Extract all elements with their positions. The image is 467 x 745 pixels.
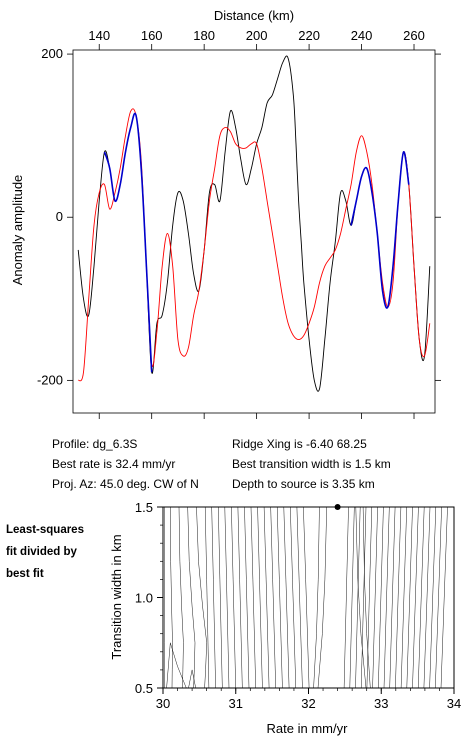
top-x-tick-label: 180 bbox=[193, 28, 215, 43]
contour-line bbox=[355, 506, 361, 689]
top-plot-frame bbox=[72, 49, 436, 414]
contour-line bbox=[237, 506, 243, 689]
top-y-axis-label: Anomaly amplitude bbox=[10, 175, 25, 286]
contour-line bbox=[317, 506, 327, 689]
contour-line bbox=[360, 506, 367, 689]
top-x-tick-label: 220 bbox=[298, 28, 320, 43]
side-note-line-2: fit divided by bbox=[6, 546, 77, 558]
top-x-tick-label: 240 bbox=[351, 28, 373, 43]
fit-window-line bbox=[103, 112, 153, 373]
contour-line bbox=[188, 669, 196, 689]
info-best-rate: Best rate is 32.4 mm/yr bbox=[52, 457, 176, 471]
top-x-axis-label: Distance (km) bbox=[214, 8, 294, 23]
bottom-chart: Rate in mm/yr Transition width in km 30 3… bbox=[109, 500, 461, 736]
contour-line bbox=[187, 506, 196, 689]
contour-line bbox=[395, 506, 402, 689]
top-y-ticks: 200 0 -200 bbox=[37, 46, 441, 387]
contour-line bbox=[290, 506, 297, 689]
contour-line bbox=[423, 506, 431, 689]
info-depth: Depth to source is 3.35 km bbox=[232, 477, 375, 491]
bottom-plot-frame bbox=[162, 506, 455, 689]
contour-line bbox=[204, 506, 210, 689]
contour-line bbox=[435, 506, 442, 689]
contour-line bbox=[349, 506, 355, 689]
contour-line bbox=[211, 506, 216, 689]
bottom-y-axis-label: Transition width in km bbox=[109, 534, 124, 659]
bottom-x-ticks: 30 31 32 33 34 bbox=[156, 688, 461, 711]
contour-line bbox=[366, 506, 373, 689]
bottom-x-tick-label: 31 bbox=[229, 696, 243, 711]
info-profile: Profile: dg_6.3S bbox=[52, 437, 138, 451]
contour-line bbox=[276, 506, 283, 689]
contour-line bbox=[218, 506, 223, 689]
top-y-tick-label: 0 bbox=[56, 209, 63, 224]
top-x-ticks: 140 160 180 200 220 240 260 bbox=[88, 28, 425, 419]
bottom-x-tick-label: 33 bbox=[374, 696, 388, 711]
top-x-tick-label: 160 bbox=[141, 28, 163, 43]
contour-lines bbox=[164, 506, 448, 689]
contour-line bbox=[196, 506, 207, 689]
bottom-x-tick-label: 30 bbox=[156, 696, 170, 711]
best-fit-point bbox=[334, 504, 341, 510]
contour-line bbox=[383, 506, 390, 689]
contour-line bbox=[303, 506, 310, 689]
side-note-line-3: best fit bbox=[6, 568, 44, 580]
observed-anomaly-line bbox=[77, 55, 431, 392]
bottom-y-tick-label: 1.0 bbox=[135, 591, 153, 606]
contour-line bbox=[224, 506, 230, 689]
contour-line bbox=[263, 506, 270, 689]
model-anomaly-line bbox=[77, 108, 431, 382]
bottom-x-tick-label: 34 bbox=[447, 696, 461, 711]
contour-line bbox=[406, 506, 413, 689]
contour-line bbox=[417, 506, 425, 689]
bottom-y-tick-label: 1.5 bbox=[135, 500, 153, 515]
contour-line bbox=[244, 506, 250, 689]
info-proj-az: Proj. Az: 45.0 deg. CW of N bbox=[52, 477, 199, 491]
contour-line bbox=[362, 506, 371, 689]
contour-line bbox=[412, 506, 419, 689]
contour-line bbox=[170, 506, 173, 689]
bottom-y-ticks: 1.5 1.0 0.5 bbox=[135, 500, 163, 696]
top-x-tick-label: 140 bbox=[88, 28, 110, 43]
top-series-group bbox=[77, 55, 431, 392]
fit-window-line bbox=[350, 151, 410, 309]
contour-line bbox=[389, 506, 396, 689]
info-transition-width: Best transition width is 1.5 km bbox=[232, 457, 391, 471]
contour-line bbox=[270, 506, 276, 689]
contour-line bbox=[178, 506, 184, 689]
top-x-tick-label: 260 bbox=[403, 28, 425, 43]
top-chart: Distance (km) Anomaly amplitude 140 160 18… bbox=[10, 8, 441, 419]
contour-line bbox=[257, 506, 263, 689]
bottom-x-axis-label: Rate in mm/yr bbox=[267, 721, 349, 736]
contour-line bbox=[296, 506, 303, 689]
contour-line bbox=[429, 506, 437, 689]
side-note-line-1: Least-squares bbox=[6, 524, 84, 536]
contour-line bbox=[440, 506, 448, 689]
contour-line bbox=[378, 506, 384, 689]
contour-line bbox=[343, 506, 349, 689]
bottom-x-tick-label: 32 bbox=[301, 696, 315, 711]
top-x-tick-label: 200 bbox=[246, 28, 268, 43]
contour-line bbox=[283, 506, 290, 689]
info-ridge-xing: Ridge Xing is -6.40 68.25 bbox=[232, 437, 367, 451]
contour-line bbox=[313, 506, 320, 689]
contour-line bbox=[355, 506, 367, 689]
contour-line bbox=[250, 506, 256, 689]
contour-line bbox=[166, 642, 187, 689]
top-y-tick-label: 200 bbox=[41, 46, 63, 61]
contour-line bbox=[372, 506, 378, 689]
contour-line bbox=[400, 506, 407, 689]
bottom-y-tick-label: 0.5 bbox=[135, 681, 153, 696]
top-y-tick-label: -200 bbox=[37, 372, 63, 387]
contour-line bbox=[231, 506, 236, 689]
